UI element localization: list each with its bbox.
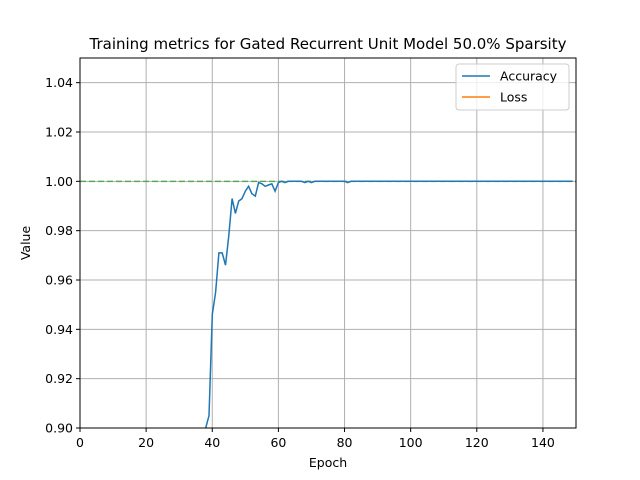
x-tick-label: 0 [76,435,84,450]
grid [79,58,576,429]
x-tick-label: 20 [138,435,154,450]
y-tick-label: 1.04 [45,75,73,90]
series-line-accuracy [204,180,573,428]
x-tick-label: 100 [399,435,423,450]
y-axis-ticks: 0.90 0.92 0.94 0.96 0.98 1.00 1.02 1.04 [45,75,80,436]
legend: Accuracy Loss [455,63,570,111]
legend-label-loss: Loss [500,90,527,105]
y-axis-label: Value [18,226,33,261]
y-tick-label: 1.00 [45,174,73,189]
x-axis-ticks: 0 20 40 60 80 100 120 140 [76,428,555,450]
y-tick-label: 0.90 [45,421,73,436]
x-tick-label: 40 [204,435,220,450]
series-lines [204,180,573,428]
x-tick-label: 120 [465,435,489,450]
x-tick-label: 140 [531,435,555,450]
x-tick-label: 60 [270,435,286,450]
x-axis-label: Epoch [309,455,347,470]
y-tick-label: 0.94 [45,322,73,337]
y-tick-label: 0.92 [45,371,73,386]
y-tick-label: 0.96 [45,273,73,288]
y-tick-label: 0.98 [45,223,73,238]
y-tick-label: 1.02 [45,125,73,140]
x-tick-label: 80 [337,435,353,450]
chart-title: Training metrics for Gated Recurrent Uni… [89,35,567,53]
plot-frame [79,57,577,429]
legend-label-accuracy: Accuracy [500,69,558,84]
